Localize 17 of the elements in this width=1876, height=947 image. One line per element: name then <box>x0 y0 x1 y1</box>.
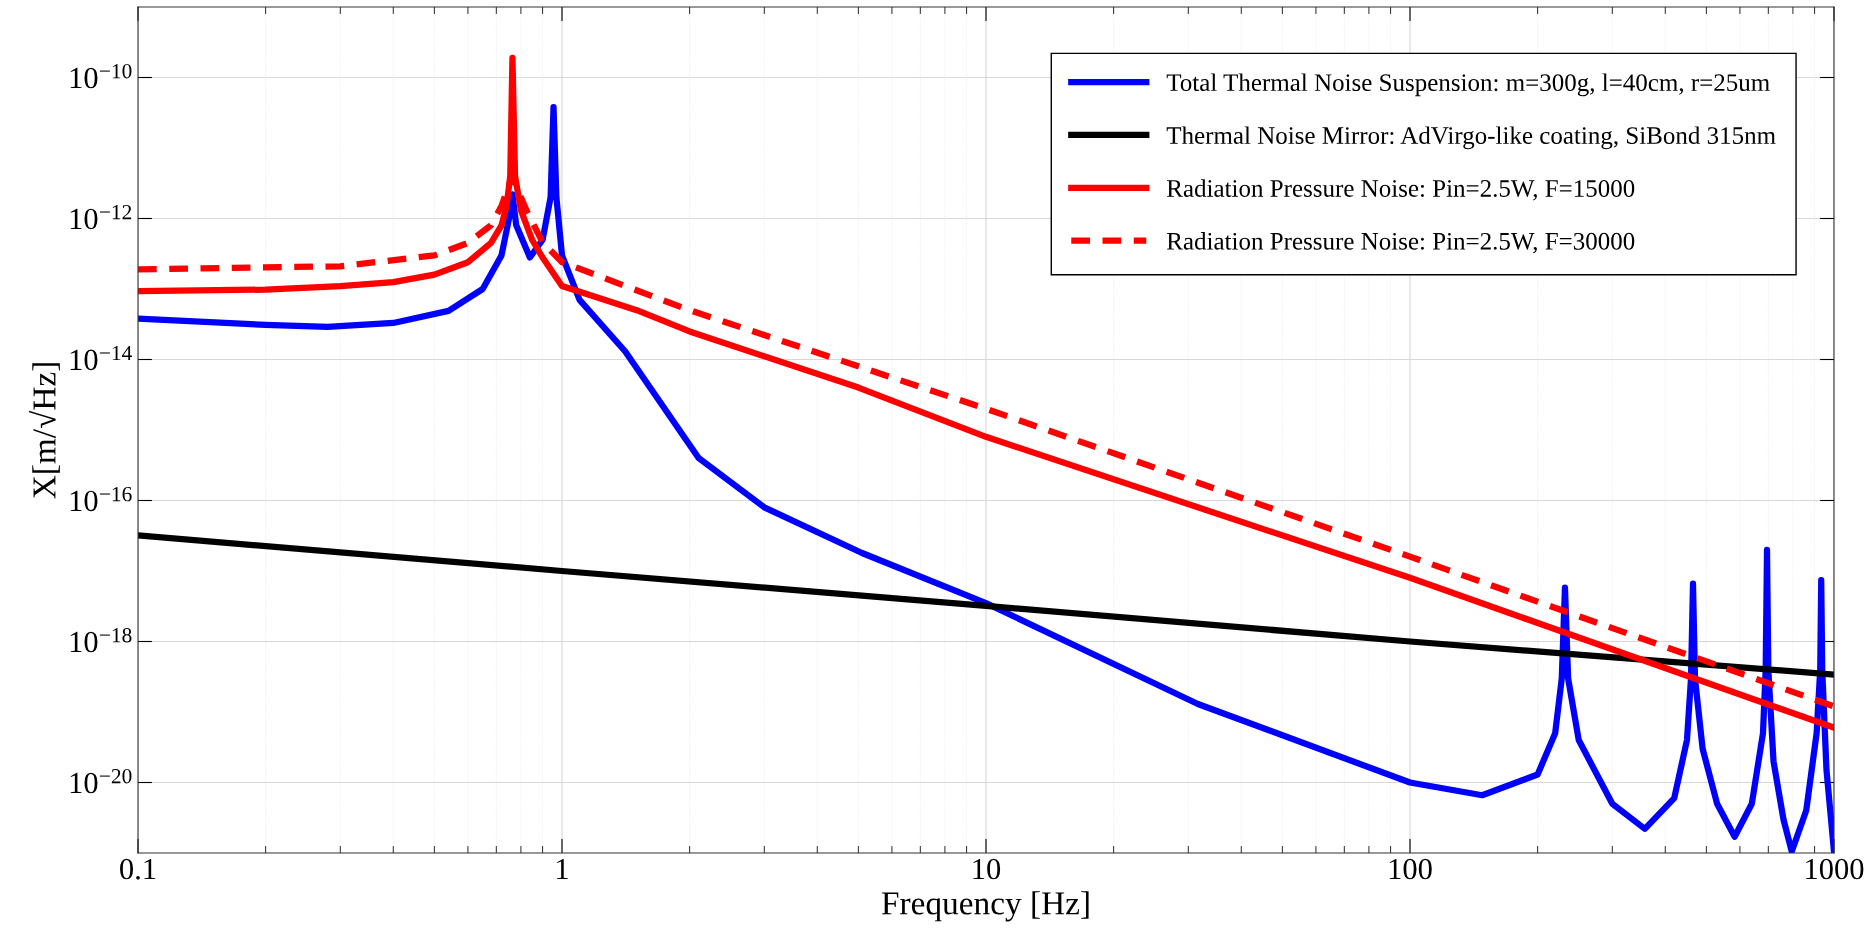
legend-label: Radiation Pressure Noise: Pin=2.5W, F=15000 <box>1166 179 1635 201</box>
x-tick-label: 100 <box>1389 858 1432 880</box>
x-tick-label: 10 <box>973 858 1001 880</box>
legend-label: Total Thermal Noise Suspension: m=300g, l=40cm, r=25um <box>1166 73 1770 97</box>
y-tick-label: 10$^{−14}$ <box>70 345 132 371</box>
legend-label: Thermal Noise Mirror: AdVirgo-like coating, SiBond 315nm <box>1166 126 1776 150</box>
legend-label: Radiation Pressure Noise: Pin=2.5W, F=30000 <box>1166 232 1635 254</box>
y-tick-label: 10$^{−16}$ <box>70 486 132 512</box>
y-tick-label: 10$^{−20}$ <box>70 768 132 794</box>
x-tick-label: 1000 <box>1806 858 1864 880</box>
y-axis-title: X[m/√Hz] <box>29 363 60 499</box>
y-tick-label: 10$^{−10}$ <box>70 63 132 89</box>
x-tick-label: 0.1 <box>120 858 156 880</box>
x-tick-label: 1 <box>557 858 568 880</box>
y-tick-label: 10$^{−12}$ <box>70 204 132 230</box>
y-tick-label: 10$^{−18}$ <box>70 627 132 653</box>
x-axis-title: Frequency [Hz] <box>881 891 1089 922</box>
